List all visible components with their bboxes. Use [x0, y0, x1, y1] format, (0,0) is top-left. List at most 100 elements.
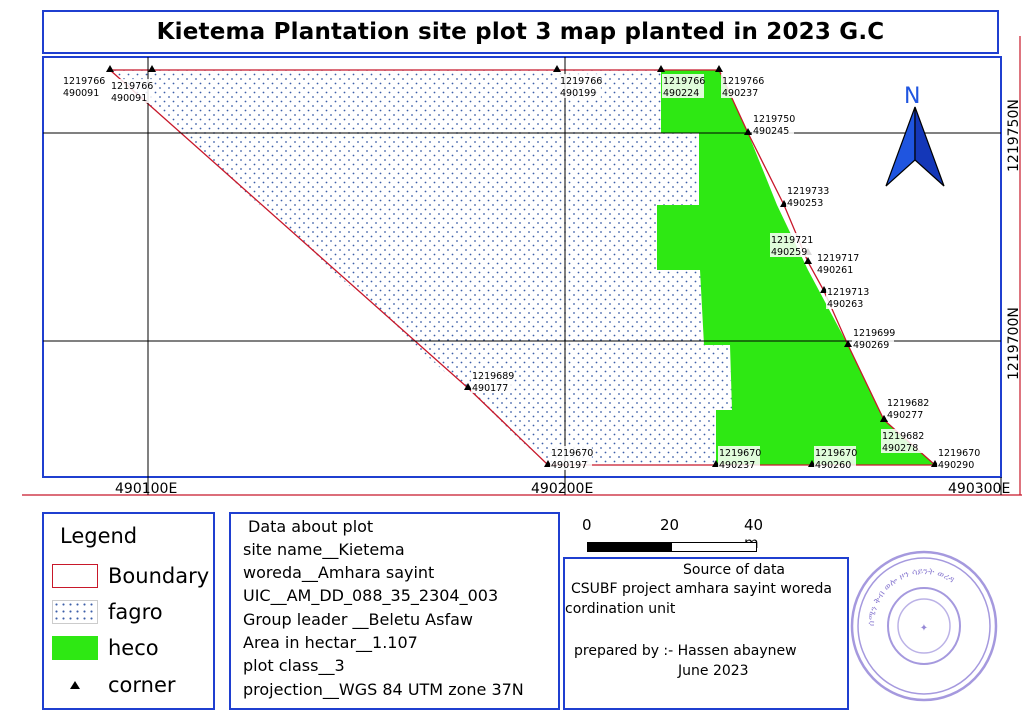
corner-northing: 1219713	[827, 287, 869, 298]
corner-label-bg	[786, 184, 828, 208]
corner-label-bg	[559, 74, 601, 98]
corner-easting: 490260	[815, 460, 851, 471]
corner-northing: 1219689	[472, 371, 514, 382]
corner-label-bg	[814, 446, 856, 470]
corner-northing: 1219766	[63, 76, 105, 87]
corner-marker-icon	[148, 65, 156, 72]
corner-easting: 490237	[722, 88, 758, 99]
x-label-490200: 490200E	[531, 481, 593, 497]
corner-northing: 1219682	[887, 398, 929, 409]
corner-marker-icon	[744, 128, 752, 135]
corner-marker-icon	[880, 415, 888, 422]
corner-marker-icon	[715, 65, 723, 72]
corner-easting: 490259	[771, 247, 807, 258]
north-arrow-right-icon	[914, 106, 945, 187]
corner-marker-icon	[553, 65, 561, 72]
corner-label-bg	[937, 446, 979, 470]
corner-easting: 490277	[887, 410, 923, 421]
corner-northing: 1219766	[663, 76, 705, 87]
legend-label-boundary: Boundary	[108, 564, 210, 588]
legend-label-fagro: fagro	[108, 600, 163, 624]
scale-label-20: 20	[660, 516, 680, 534]
plot-info-box: Data about plot site name__Kietema wored…	[229, 512, 560, 710]
corner-easting: 490245	[753, 126, 789, 137]
corner-easting: 490091	[63, 88, 99, 99]
plot-info-projection: projection__WGS 84 UTM zone 37N	[243, 680, 524, 699]
corner-label-bg	[770, 233, 812, 257]
corner-easting: 490269	[853, 340, 889, 351]
legend-label-corner: corner	[108, 673, 176, 697]
corner-label-bg	[881, 429, 923, 453]
corner-northing: 1219766	[722, 76, 764, 87]
corner-easting: 490278	[882, 443, 918, 454]
source-heading: Source of data	[683, 562, 786, 578]
corner-easting: 490263	[827, 299, 863, 310]
legend-box: Legend Boundary fagro heco corner	[42, 512, 215, 710]
corner-easting: 490197	[551, 460, 587, 471]
triangle-icon	[70, 681, 80, 689]
legend-item-fagro: fagro	[52, 598, 163, 626]
corner-northing: 1219766	[111, 81, 153, 92]
corner-easting: 490237	[719, 460, 755, 471]
scale-bar: 0 20 40 m	[582, 514, 782, 558]
source-line1: CSUBF project amhara sayint woreda	[571, 581, 832, 597]
corner-northing: 1219721	[771, 235, 813, 246]
legend-item-heco: heco	[52, 634, 159, 662]
corner-label-bg	[110, 79, 152, 103]
corner-easting: 490224	[663, 88, 699, 99]
plot-info-site-name: site name__Kietema	[243, 540, 405, 559]
north-arrow: N	[885, 84, 945, 187]
corner-label-bg	[718, 446, 760, 470]
corner-label-bg	[826, 285, 868, 309]
corner-swatch	[52, 673, 98, 697]
corner-northing: 1219670	[938, 448, 980, 459]
corner-label-bg	[471, 369, 513, 393]
corner-easting: 490261	[817, 265, 853, 276]
legend-label-heco: heco	[108, 636, 159, 660]
heco-area	[657, 70, 935, 465]
plot-info-woreda: woreda__Amhara sayint	[243, 563, 435, 582]
fagro-swatch	[52, 600, 98, 624]
prepared-date: June 2023	[678, 663, 749, 679]
x-label-490100: 490100E	[115, 481, 177, 497]
map-title-box: Kietema Plantation site plot 3 map plant…	[42, 10, 999, 54]
corner-marker-icon	[106, 65, 114, 72]
corner-marker-icon	[804, 257, 812, 264]
corner-northing: 1219717	[817, 253, 859, 264]
source-line2: cordination unit	[565, 601, 676, 617]
corner-easting: 490177	[472, 383, 508, 394]
plot-info-area: Area in hectar__1.107	[243, 633, 418, 652]
seal-star-icon: ✦	[920, 623, 928, 634]
corner-label-bg	[721, 74, 763, 98]
corner-label-bg	[752, 112, 794, 136]
corner-marker-icon	[657, 65, 665, 72]
scale-label-0: 0	[582, 516, 592, 534]
map-title: Kietema Plantation site plot 3 map plant…	[156, 19, 885, 45]
corner-northing: 1219682	[882, 431, 924, 442]
corner-label-bg	[662, 74, 704, 98]
scale-segment-white	[671, 542, 757, 552]
north-label: N	[904, 84, 920, 109]
corner-northing: 1219670	[719, 448, 761, 459]
plot-info-plot-class: plot class__3	[243, 656, 345, 675]
corner-label-bg	[852, 326, 894, 350]
corner-northing: 1219750	[753, 114, 795, 125]
corner-label-bg	[816, 251, 858, 275]
corner-northing: 1219670	[815, 448, 857, 459]
plot-info-heading: Data about plot	[248, 517, 374, 536]
x-label-490300: 490300E	[948, 481, 1010, 497]
prepared-by: prepared by :- Hassen abaynew	[574, 643, 797, 659]
corner-points: 1219766490091121976649009112197664901991…	[62, 65, 980, 471]
corner-northing: 1219733	[787, 186, 829, 197]
heco-swatch	[52, 636, 98, 660]
scale-segment-black	[587, 542, 673, 552]
corner-label-bg	[62, 74, 104, 98]
corner-easting: 490199	[560, 88, 596, 99]
boundary-swatch	[52, 564, 98, 588]
corner-easting: 490253	[787, 198, 823, 209]
official-seal: ሰሜን ቅብ ወሎ ዞን ሳይንት ወረዳ ✦	[850, 550, 998, 702]
plot-info-uic: UIC__AM_DD_088_35_2304_003	[243, 586, 499, 605]
y-label-1219750: 1219750N	[1006, 99, 1022, 172]
source-box: Source of data CSUBF project amhara sayi…	[563, 557, 849, 710]
